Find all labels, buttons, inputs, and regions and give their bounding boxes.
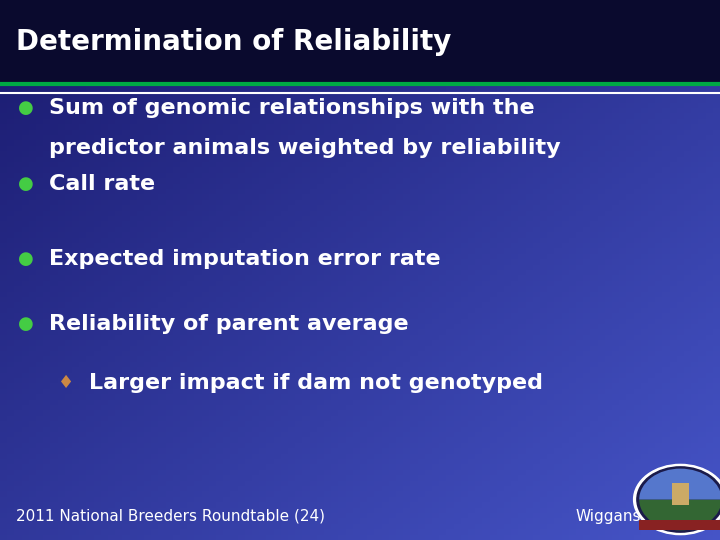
Text: ●: ● xyxy=(18,174,34,193)
FancyBboxPatch shape xyxy=(639,520,720,530)
Text: Determination of Reliability: Determination of Reliability xyxy=(16,28,451,56)
Text: 2011 National Breeders Roundtable (24): 2011 National Breeders Roundtable (24) xyxy=(16,509,325,524)
FancyBboxPatch shape xyxy=(672,483,689,505)
Text: Reliability of parent average: Reliability of parent average xyxy=(49,314,408,334)
Text: Sum of genomic relationships with the: Sum of genomic relationships with the xyxy=(49,98,534,118)
Text: ●: ● xyxy=(18,315,34,333)
Wedge shape xyxy=(639,500,720,530)
Text: ●: ● xyxy=(18,250,34,268)
Text: ♦: ♦ xyxy=(58,374,73,393)
Text: Wiggans: Wiggans xyxy=(576,509,642,524)
Text: predictor animals weighted by reliability: predictor animals weighted by reliabilit… xyxy=(49,138,561,159)
Text: Call rate: Call rate xyxy=(49,173,155,194)
Circle shape xyxy=(634,464,720,535)
Text: ●: ● xyxy=(18,99,34,117)
Wedge shape xyxy=(639,469,720,500)
Circle shape xyxy=(637,467,720,532)
FancyBboxPatch shape xyxy=(0,0,720,84)
Text: Larger impact if dam not genotyped: Larger impact if dam not genotyped xyxy=(89,373,543,394)
Text: Expected imputation error rate: Expected imputation error rate xyxy=(49,249,441,269)
